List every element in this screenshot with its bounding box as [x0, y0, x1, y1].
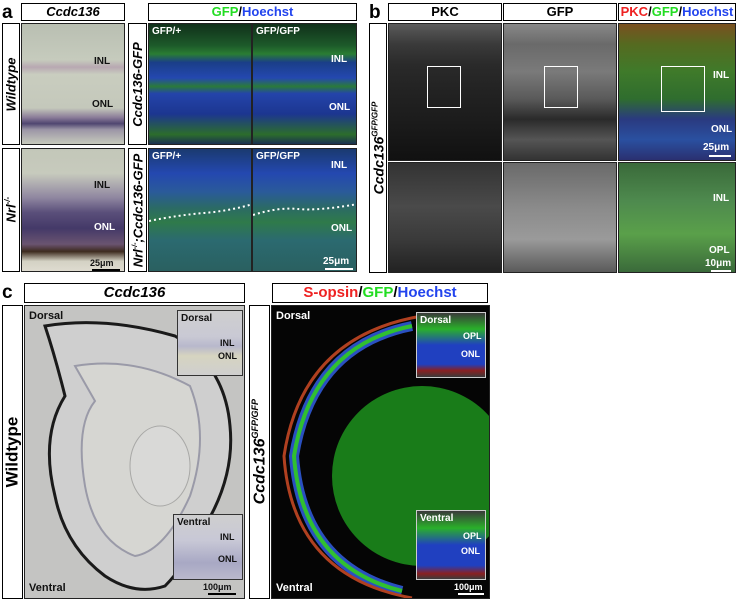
ish-dorsal-inset: Dorsal INL ONL — [177, 310, 243, 376]
panel-a-ish-title: Ccdc136 — [21, 3, 125, 21]
zoom-region-box — [661, 66, 705, 112]
ish-nrl-image: INL ONL 25μm — [21, 148, 125, 272]
panel-b-label: b — [369, 2, 381, 23]
fluo-whole-eye-image: Dorsal Ventral Dorsal OPL ONL Ventral OP… — [271, 305, 490, 599]
panel-c-ish-title: Ccdc136 — [24, 283, 245, 303]
panel-b-gfp-title: GFP — [503, 3, 617, 21]
scale-bar — [208, 593, 236, 595]
merge-overview-image: INL ONL 25μm — [618, 23, 736, 161]
gfp-overview-image — [503, 23, 617, 161]
merge-zoom-image: INL OPL 10μm — [618, 162, 736, 273]
ish-wildtype-image: INL ONL — [21, 23, 125, 145]
gfp-het-nrl-image: GFP/+ — [148, 148, 252, 272]
row-label-wildtype: Wildtype — [2, 23, 20, 145]
gfp-zoom-image — [503, 162, 617, 273]
panel-c-label: c — [2, 282, 13, 303]
fluo-ventral-inset: Ventral OPL ONL — [416, 510, 486, 580]
scale-bar — [458, 593, 484, 595]
gfp-hom-wt-image: GFP/GFP INL ONL — [252, 23, 357, 145]
panel-a-gfp-title: GFP/Hoechst — [148, 3, 357, 21]
scale-bar — [709, 155, 731, 157]
panel-b-side-label: Ccdc136GFP/GFP — [369, 23, 387, 273]
pkc-overview-image — [388, 23, 502, 161]
panel-b-merge-title: PKC/GFP/Hoechst — [618, 3, 736, 21]
pkc-zoom-image — [388, 162, 502, 273]
panel-b-pkc-title: PKC — [388, 3, 502, 21]
ish-ventral-inset: Ventral INL ONL — [173, 514, 243, 580]
scale-bar — [92, 269, 120, 271]
reporter-label-1: Ccdc136-GFP — [128, 23, 147, 145]
title-gfp: GFP — [211, 4, 239, 19]
olm-dotted-line — [253, 203, 356, 216]
title-hoechst: Hoechst — [242, 4, 294, 19]
scale-bar — [325, 268, 353, 270]
reporter-label-2: Nrl-/-;Ccdc136-GFP — [128, 148, 147, 272]
gfp-het-wt-image: GFP/+ — [148, 23, 252, 145]
panel-a-label: a — [2, 2, 13, 23]
scale-bar — [711, 270, 731, 272]
ish-whole-eye-image: Dorsal Ventral Dorsal INL ONL Ventral IN… — [24, 305, 245, 599]
zoom-region-box — [427, 66, 461, 108]
row-label-nrl: Nrl-/- — [2, 148, 20, 272]
fluo-dorsal-inset: Dorsal OPL ONL — [416, 312, 486, 378]
gfp-hom-nrl-image: GFP/GFP INL ONL 25μm — [252, 148, 357, 272]
olm-dotted-line — [149, 203, 251, 222]
zoom-region-box — [544, 66, 578, 108]
panel-c-fluo-side-label: Ccdc136GFP/GFP — [249, 305, 270, 599]
panel-c-row-label: Wildtype — [2, 305, 23, 599]
panel-c-fluo-title: S-opsin/GFP/Hoechst — [272, 283, 488, 303]
title-sep: / — [238, 4, 243, 19]
